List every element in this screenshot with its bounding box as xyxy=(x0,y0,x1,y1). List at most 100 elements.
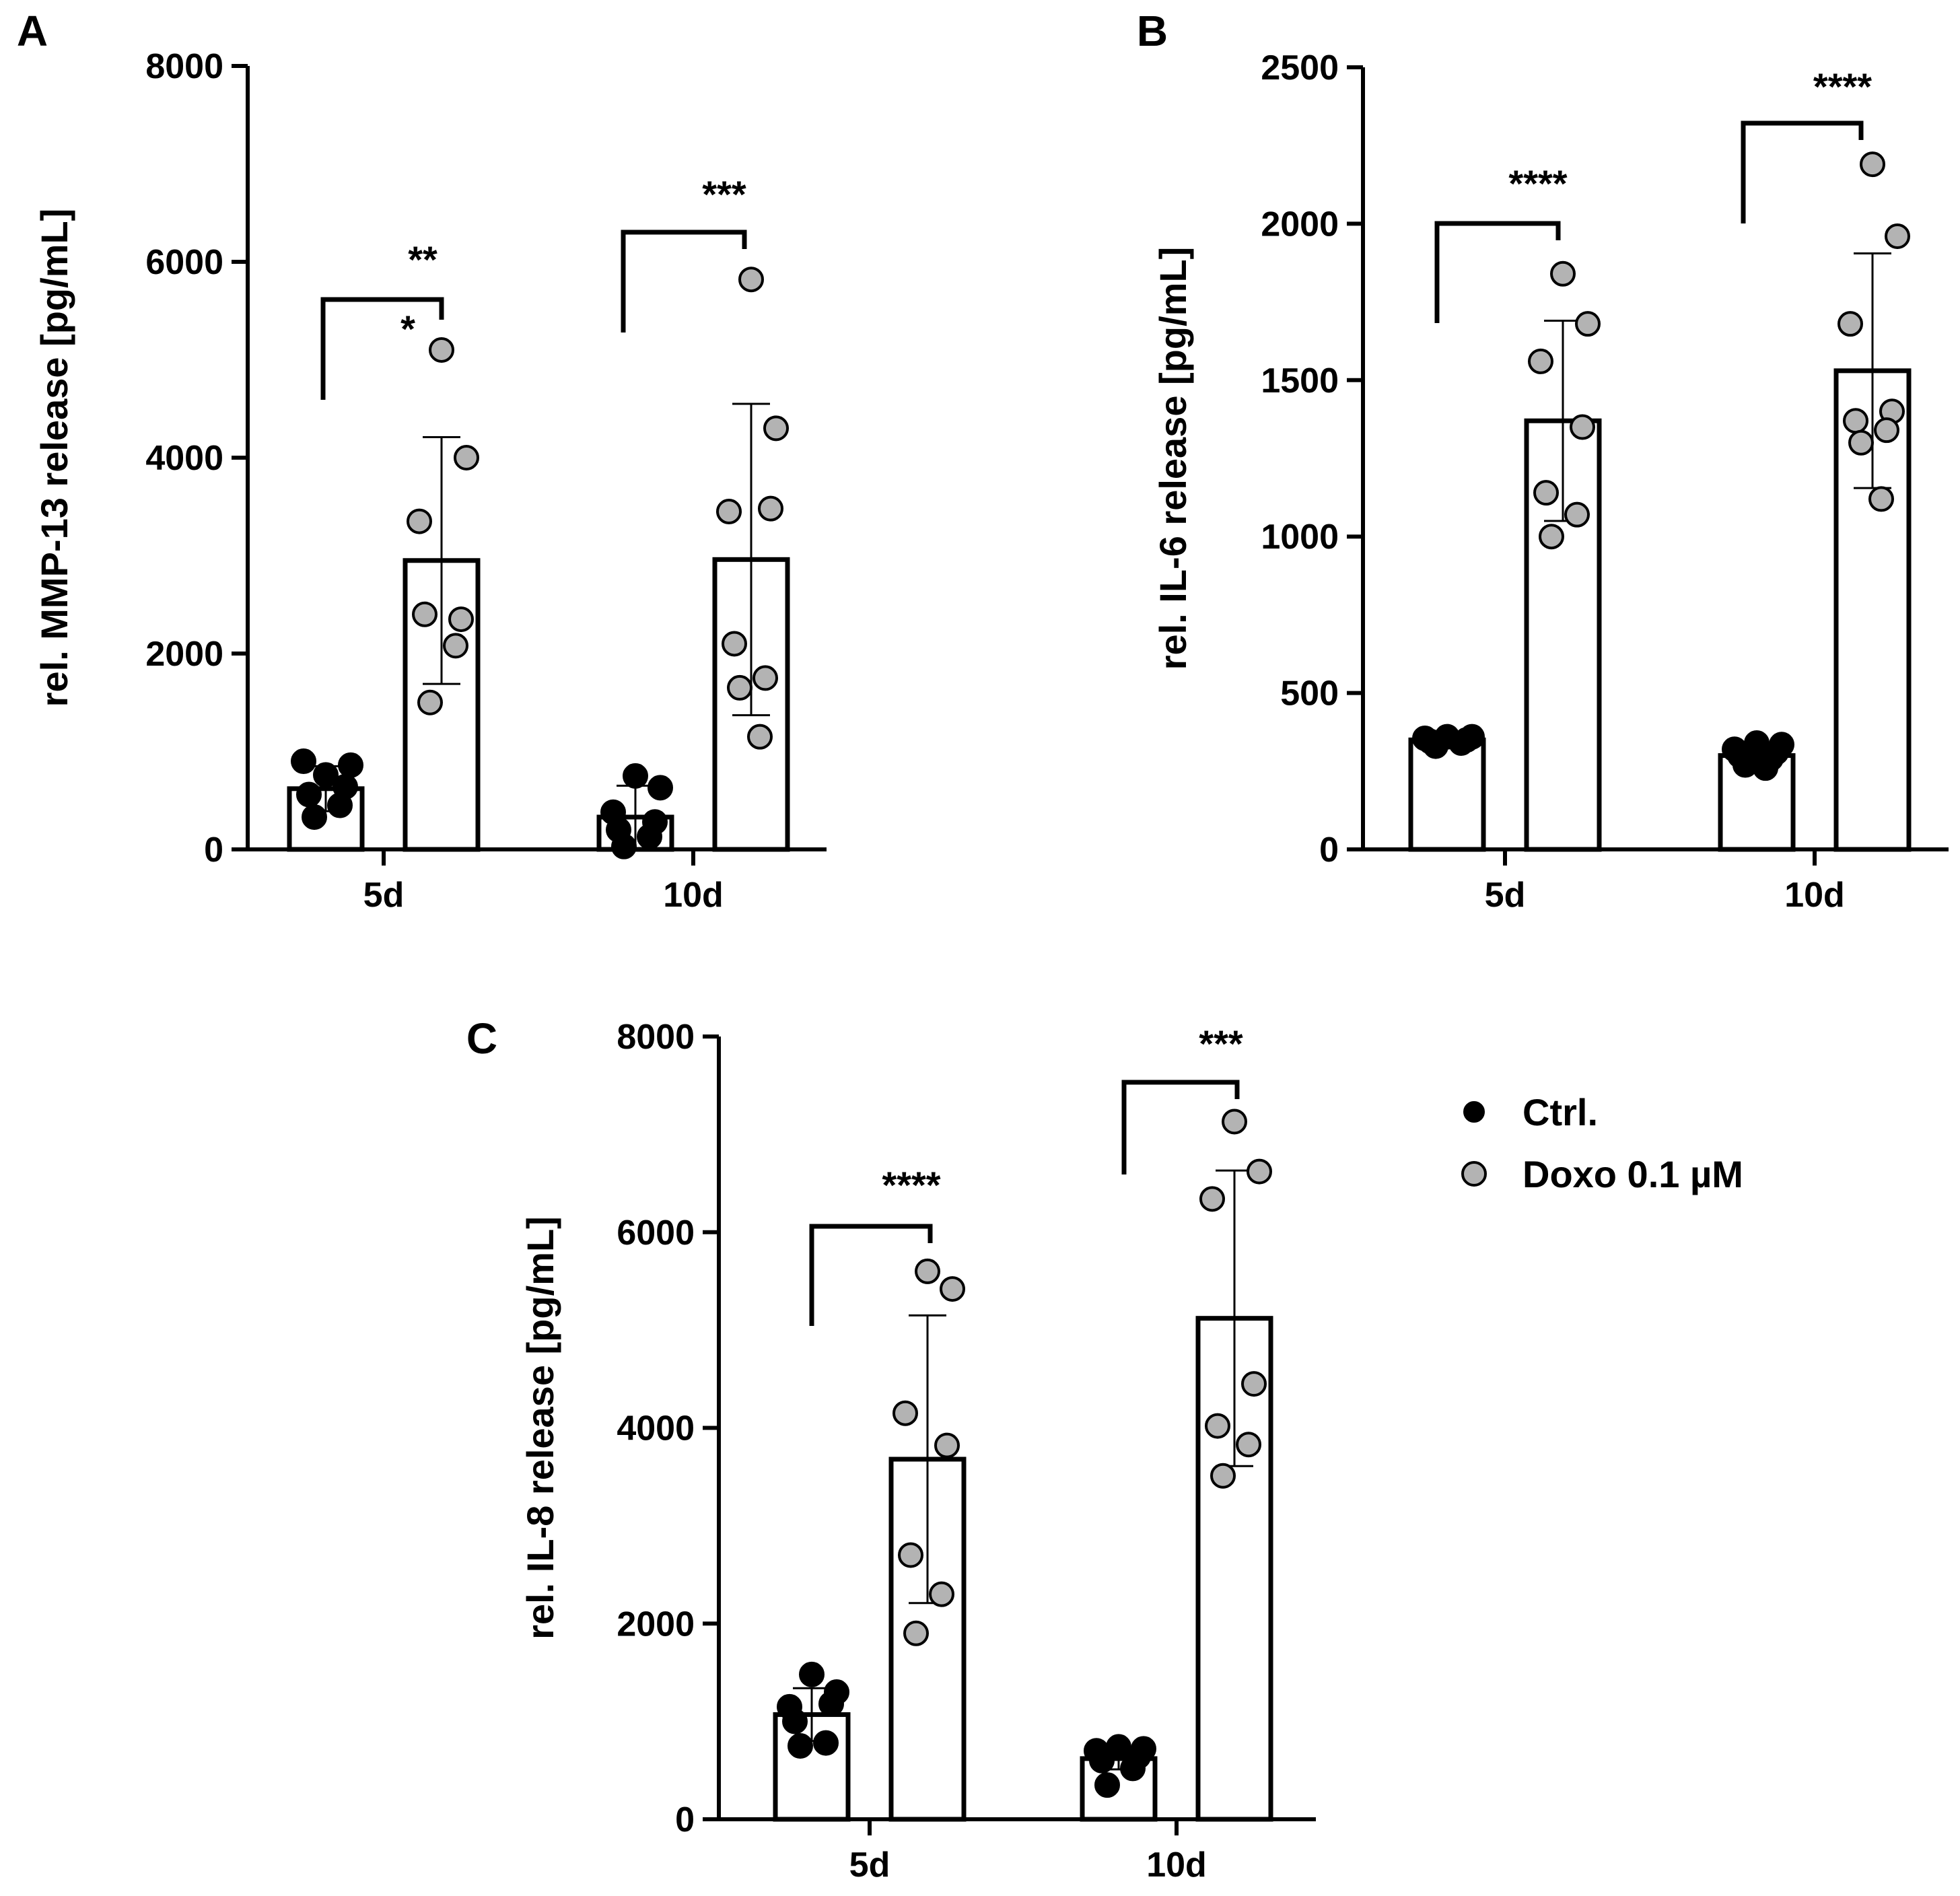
data-point-ctrl xyxy=(1448,730,1474,756)
data-point-doxo xyxy=(738,267,764,293)
x-tick-label: 10d xyxy=(1146,1846,1207,1885)
data-point-doxo xyxy=(915,1258,940,1284)
data-point-doxo xyxy=(1860,151,1885,178)
data-point-doxo xyxy=(417,689,443,715)
y-tick-label: 6000 xyxy=(617,1214,695,1253)
y-tick-label: 6000 xyxy=(145,243,223,282)
data-point-ctrl xyxy=(818,1691,844,1717)
significance-bracket xyxy=(320,297,444,400)
data-point-doxo xyxy=(1868,486,1894,512)
y-tick-label: 0 xyxy=(204,831,223,870)
data-point-doxo xyxy=(1848,429,1874,456)
data-point-ctrl xyxy=(1120,1755,1146,1782)
data-point-ctrl xyxy=(1423,733,1448,759)
y-tick-label: 0 xyxy=(675,1800,695,1839)
y-axis-label: rel. IL-6 release [pg/mL] xyxy=(1152,247,1194,670)
data-point-doxo xyxy=(1247,1158,1272,1185)
y-tick-label: 2000 xyxy=(1261,205,1339,244)
y-tick-label: 2000 xyxy=(145,635,223,674)
data-point-doxo xyxy=(1533,480,1559,506)
panel-letter: B xyxy=(1137,7,1168,55)
legend-marker xyxy=(1461,1161,1487,1187)
panel-letter: A xyxy=(17,7,48,55)
significance-label: **** xyxy=(882,1164,940,1206)
data-point-doxo xyxy=(747,724,773,750)
y-tick-label: 8000 xyxy=(145,47,223,86)
data-point-doxo xyxy=(903,1620,929,1646)
data-point-ctrl xyxy=(302,804,327,830)
y-axis-label: rel. MMP-13 release [pg/mL] xyxy=(33,209,75,707)
data-point-doxo xyxy=(1199,1186,1225,1212)
y-tick-label: 1500 xyxy=(1261,361,1339,400)
data-point-doxo xyxy=(448,606,474,633)
x-tick-label: 5d xyxy=(849,1846,890,1885)
y-tick-label: 8000 xyxy=(617,1018,695,1057)
data-point-doxo xyxy=(758,495,783,522)
x-tick-label: 5d xyxy=(363,876,405,915)
x-tick-label: 10d xyxy=(663,876,724,915)
significance-bracket xyxy=(809,1224,933,1326)
significance-label: ** xyxy=(408,238,438,281)
significance-bracket xyxy=(1121,1080,1240,1174)
data-point-doxo xyxy=(1550,260,1576,287)
legend: Ctrl. Doxo 0.1 µM xyxy=(1461,1091,1743,1195)
significance-label: *** xyxy=(1199,1022,1243,1065)
data-point-ctrl xyxy=(1753,755,1778,781)
data-point-ctrl xyxy=(1089,1747,1115,1774)
significance-bracket xyxy=(1434,221,1561,323)
data-point-doxo xyxy=(898,1542,923,1568)
data-point-doxo xyxy=(429,337,454,363)
y-tick-label: 1000 xyxy=(1261,518,1339,557)
y-tick-label: 500 xyxy=(1280,674,1339,713)
x-tick-label: 10d xyxy=(1784,876,1845,915)
data-point-doxo xyxy=(940,1276,965,1302)
y-tick-label: 4000 xyxy=(617,1409,695,1448)
panel-letter: C xyxy=(466,1014,497,1063)
data-point-ctrl xyxy=(813,1730,839,1756)
data-point-doxo xyxy=(1210,1463,1236,1489)
data-point-ctrl xyxy=(782,1708,808,1734)
data-point-ctrl xyxy=(291,748,316,775)
data-point-ctrl xyxy=(338,752,363,778)
legend-label: Ctrl. xyxy=(1523,1091,1598,1133)
significance-bracket xyxy=(1741,120,1864,223)
data-point-doxo xyxy=(1838,311,1863,337)
x-tick-label: 5d xyxy=(1485,876,1526,915)
data-point-ctrl xyxy=(637,824,662,850)
legend-item: Ctrl. xyxy=(1463,1091,1598,1133)
legend-label: Doxo 0.1 µM xyxy=(1523,1153,1743,1195)
data-point-ctrl xyxy=(648,775,673,801)
data-point-doxo xyxy=(763,415,789,442)
data-point-doxo xyxy=(1885,223,1910,249)
significance-label: **** xyxy=(1508,162,1567,205)
data-point-doxo xyxy=(407,508,432,534)
legend-item: Doxo 0.1 µM xyxy=(1461,1153,1743,1195)
data-point-doxo xyxy=(1222,1109,1247,1135)
data-point-doxo xyxy=(1874,417,1899,444)
data-point-doxo xyxy=(1575,311,1601,337)
y-tick-label: 0 xyxy=(1319,831,1339,870)
data-point-doxo xyxy=(454,445,479,470)
data-point-ctrl xyxy=(611,833,637,859)
data-point-doxo xyxy=(412,601,438,627)
y-tick-label: 2000 xyxy=(617,1605,695,1644)
data-point-doxo xyxy=(1241,1371,1267,1397)
legend-marker xyxy=(1463,1101,1485,1123)
significance-bracket xyxy=(621,230,747,332)
data-point-ctrl xyxy=(327,792,353,818)
data-point-doxo xyxy=(443,633,468,659)
data-point-doxo xyxy=(1528,348,1553,374)
data-point-doxo xyxy=(716,499,742,525)
data-point-doxo xyxy=(934,1432,960,1459)
data-point-doxo xyxy=(1843,408,1868,434)
data-point-ctrl xyxy=(1094,1772,1120,1798)
significance-label: **** xyxy=(1813,65,1872,108)
data-point-doxo xyxy=(727,674,753,701)
bar-ctrl-5d xyxy=(1408,737,1486,852)
data-point-doxo xyxy=(1564,501,1590,528)
data-point-doxo xyxy=(1570,414,1595,440)
